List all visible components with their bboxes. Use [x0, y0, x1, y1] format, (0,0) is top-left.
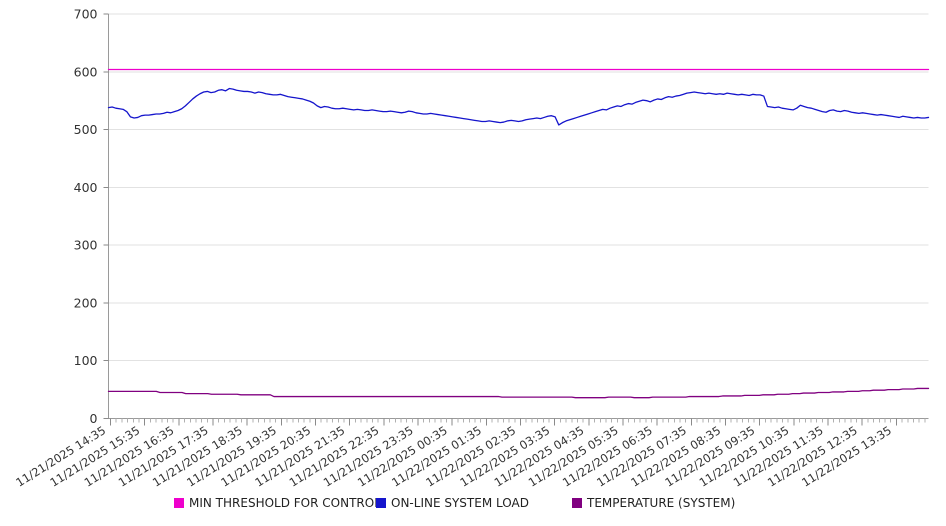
- y-tick-label: 0: [90, 411, 98, 426]
- y-tick-label: 600: [74, 64, 98, 79]
- chart-legend: MIN THRESHOLD FOR CONTROL ON-LINE SYSTEM …: [174, 496, 735, 510]
- series-lines: [107, 68, 930, 399]
- legend-label: MIN THRESHOLD FOR CONTROL: [189, 496, 381, 510]
- y-tick-label: 700: [74, 7, 98, 22]
- series-line: [107, 387, 930, 399]
- series-line: [107, 87, 930, 126]
- legend-swatch: [572, 498, 582, 508]
- legend-swatch: [376, 498, 386, 508]
- y-tick-label: 100: [74, 353, 98, 368]
- x-axis: [108, 418, 929, 426]
- legend-swatch: [174, 498, 184, 508]
- y-axis: [103, 13, 109, 419]
- legend-label: ON-LINE SYSTEM LOAD: [391, 496, 529, 510]
- y-tick-label: 400: [74, 180, 98, 195]
- gridlines: [108, 13, 929, 419]
- y-axis-tick-labels: 0 100 200 300 400 500 600 700: [74, 7, 98, 427]
- y-tick-label: 200: [74, 295, 98, 310]
- y-tick-label: 300: [74, 238, 98, 253]
- legend-label: TEMPERATURE (SYSTEM): [586, 496, 735, 510]
- y-tick-label: 500: [74, 122, 98, 137]
